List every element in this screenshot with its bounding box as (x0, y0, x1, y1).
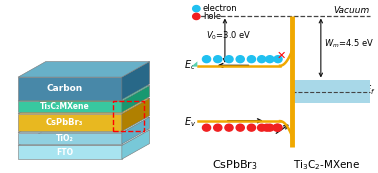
Text: $E_c$: $E_c$ (184, 58, 196, 72)
Text: hole: hole (203, 12, 221, 21)
Polygon shape (18, 62, 150, 77)
Text: $E_v$: $E_v$ (184, 115, 196, 129)
Polygon shape (122, 98, 150, 131)
Polygon shape (18, 85, 150, 101)
Circle shape (225, 124, 233, 131)
Text: electron: electron (203, 4, 237, 13)
Circle shape (193, 13, 200, 20)
Text: Ti₃C₂MXene: Ti₃C₂MXene (40, 102, 90, 111)
Bar (113, 101, 144, 131)
Polygon shape (122, 62, 150, 100)
Polygon shape (18, 133, 122, 144)
Circle shape (274, 56, 282, 63)
Text: Carbon: Carbon (46, 84, 83, 93)
Circle shape (236, 56, 244, 63)
Circle shape (247, 56, 256, 63)
Text: Vacuum: Vacuum (333, 6, 369, 15)
Polygon shape (122, 117, 150, 144)
Text: TiO₂: TiO₂ (56, 134, 74, 143)
Text: CsPbBr$_3$: CsPbBr$_3$ (212, 159, 258, 172)
Polygon shape (18, 114, 122, 131)
Circle shape (214, 124, 222, 131)
Text: ✕: ✕ (276, 51, 286, 61)
Polygon shape (191, 61, 197, 67)
Circle shape (203, 56, 211, 63)
Polygon shape (18, 130, 150, 145)
Circle shape (193, 6, 200, 12)
Text: CsPbBr₃: CsPbBr₃ (46, 118, 84, 127)
Circle shape (274, 124, 282, 131)
Circle shape (263, 124, 271, 131)
Circle shape (247, 124, 256, 131)
Text: FTO: FTO (56, 148, 73, 157)
Circle shape (266, 124, 274, 131)
Polygon shape (18, 101, 122, 112)
Bar (292, 80, 370, 103)
Text: Ti$_3$C$_2$-MXene: Ti$_3$C$_2$-MXene (293, 159, 361, 172)
Text: $E_f$: $E_f$ (364, 83, 375, 97)
Polygon shape (122, 85, 150, 112)
Polygon shape (18, 117, 150, 133)
Circle shape (257, 56, 266, 63)
Circle shape (257, 124, 266, 131)
Circle shape (273, 124, 281, 131)
Polygon shape (18, 98, 150, 114)
Circle shape (266, 56, 274, 63)
Circle shape (236, 124, 244, 131)
Circle shape (203, 124, 211, 131)
Circle shape (225, 56, 233, 63)
Polygon shape (18, 145, 122, 159)
Polygon shape (122, 130, 150, 159)
Circle shape (214, 56, 222, 63)
Polygon shape (18, 77, 122, 100)
Text: $W_m$=4.5 eV: $W_m$=4.5 eV (324, 37, 374, 50)
Text: $V_0$=3.0 eV: $V_0$=3.0 eV (206, 30, 251, 42)
